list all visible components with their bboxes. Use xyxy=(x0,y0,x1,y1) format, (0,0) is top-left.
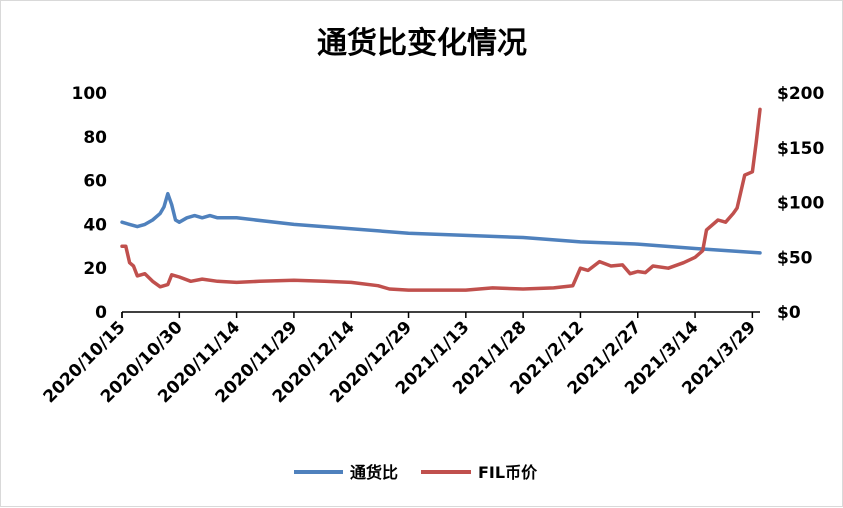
legend-label-fil-price: FIL币价 xyxy=(478,463,538,482)
y-left-tick-label: 100 xyxy=(72,84,108,104)
y-left-tick-label: 20 xyxy=(83,259,107,279)
series-line-fil-price xyxy=(120,107,762,292)
axes-layer: 2020/10/152020/10/302020/11/142020/11/29… xyxy=(40,84,825,407)
y-left-tick-label: 40 xyxy=(83,215,107,235)
y-right-tick-label: $200 xyxy=(777,84,824,104)
y-right-tick-label: $150 xyxy=(777,139,824,159)
y-right-tick-label: $50 xyxy=(777,248,813,268)
y-left-tick-label: 80 xyxy=(83,128,107,148)
y-right-tick-label: $0 xyxy=(777,303,801,323)
y-right-tick-label: $100 xyxy=(777,194,824,214)
y-left-tick-label: 0 xyxy=(95,303,107,323)
series-layer xyxy=(120,107,762,292)
y-left-tick-label: 60 xyxy=(83,172,107,192)
legend: 通货比 FIL币价 xyxy=(294,463,538,482)
chart-title: 通货比变化情况 xyxy=(317,26,527,61)
legend-label-currency-ratio: 通货比 xyxy=(350,463,398,482)
series-line-currency-ratio xyxy=(120,191,762,255)
